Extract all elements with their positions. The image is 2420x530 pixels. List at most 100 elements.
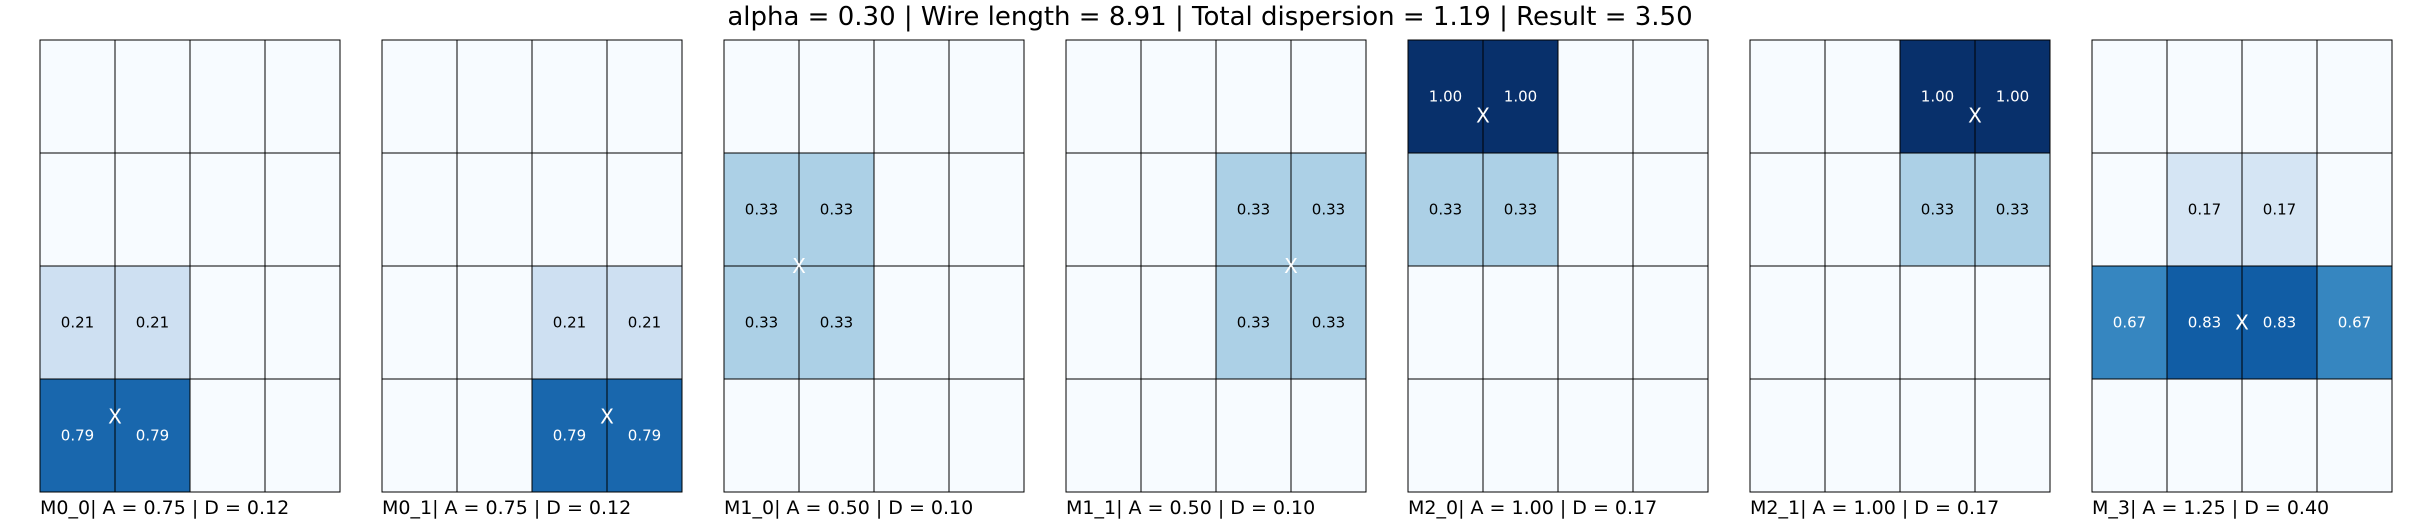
panel-label: M2_1| A = 1.00 | D = 0.17 xyxy=(1750,497,1999,519)
heatmap-cell xyxy=(1974,265,2051,380)
heatmap-cell xyxy=(2166,39,2243,154)
panel-label: M0_0| A = 0.75 | D = 0.12 xyxy=(40,497,289,519)
heatmap-cell xyxy=(381,152,458,267)
heatmap-cell xyxy=(531,378,608,493)
cell-value-label: 1.00 xyxy=(1996,88,2029,106)
heatmap-cell xyxy=(1407,39,1484,154)
heatmap-cell xyxy=(1899,378,1976,493)
center-marker: X xyxy=(1284,254,1298,278)
panel-label: M2_0| A = 1.00 | D = 0.17 xyxy=(1408,497,1657,519)
heatmap-cell xyxy=(948,39,1025,154)
center-marker: X xyxy=(2235,311,2249,335)
heatmap-cell xyxy=(2091,39,2168,154)
heatmap-cell xyxy=(456,378,533,493)
heatmap-cell xyxy=(39,39,116,154)
heatmap-panel: 1.00 1.00 0.33 0.33 X M2_0| A = 1.00 | D = 0.… xyxy=(1407,39,1709,519)
figure-title: alpha = 0.30 | Wire length = 8.91 | Tota… xyxy=(727,2,1693,32)
heatmap-cell xyxy=(1824,378,1901,493)
heatmap-cell xyxy=(1557,152,1634,267)
heatmap-cell xyxy=(1407,378,1484,493)
cell-value-label: 0.79 xyxy=(61,427,94,445)
heatmap-cell xyxy=(264,265,341,380)
heatmap-cell xyxy=(1974,378,2051,493)
heatmap-panel: 0.33 0.33 0.33 0.33 X M1_1| A = 0.50 | D = 0.… xyxy=(1065,39,1367,519)
heatmap-cell xyxy=(873,39,950,154)
heatmap-cell xyxy=(1065,378,1142,493)
panel-label: M0_1| A = 0.75 | D = 0.12 xyxy=(382,497,631,519)
heatmap-cell xyxy=(264,152,341,267)
heatmap-cell xyxy=(1749,378,1826,493)
heatmap-cell xyxy=(1065,39,1142,154)
heatmap-panel: 0.17 0.17 0.67 0.83 0.83 0.67 X M_3| A = 1.25 |… xyxy=(2091,39,2393,519)
heatmap-cell xyxy=(1407,265,1484,380)
heatmap-cell xyxy=(1899,152,1976,267)
heatmap-cell xyxy=(798,152,875,267)
cell-value-label: 0.33 xyxy=(820,201,853,219)
cell-value-label: 0.67 xyxy=(2338,314,2371,332)
heatmap-cell xyxy=(2316,152,2393,267)
heatmap-cell xyxy=(1290,265,1367,380)
panel-label: M1_0| A = 0.50 | D = 0.10 xyxy=(724,497,973,519)
heatmap-cell xyxy=(531,39,608,154)
heatmap-cell xyxy=(606,39,683,154)
cell-value-label: 0.33 xyxy=(1504,201,1537,219)
heatmap-cell xyxy=(873,265,950,380)
heatmap-cell xyxy=(948,378,1025,493)
heatmap-cell xyxy=(1215,265,1292,380)
cell-value-label: 0.33 xyxy=(745,314,778,332)
cell-value-label: 0.33 xyxy=(1921,201,1954,219)
cell-value-label: 0.83 xyxy=(2263,314,2296,332)
heatmap-cell xyxy=(2091,152,2168,267)
heatmap-cell xyxy=(264,39,341,154)
cell-value-label: 0.33 xyxy=(1312,201,1345,219)
heatmap-cell xyxy=(1749,152,1826,267)
heatmap-panel: 1.00 1.00 0.33 0.33 X M2_1| A = 1.00 | D = 0.… xyxy=(1749,39,2051,519)
heatmap-cell xyxy=(1065,265,1142,380)
heatmap-cell xyxy=(1290,39,1367,154)
heatmap-cell xyxy=(1215,378,1292,493)
heatmap-cell xyxy=(1974,152,2051,267)
heatmap-cell xyxy=(1140,39,1217,154)
heatmap-cell xyxy=(723,265,800,380)
panel-frame xyxy=(381,39,683,493)
heatmap-cell xyxy=(114,39,191,154)
heatmap-cell xyxy=(1215,152,1292,267)
heatmap-cell xyxy=(189,39,266,154)
heatmap-cell xyxy=(1557,265,1634,380)
cell-value-label: 0.33 xyxy=(820,314,853,332)
heatmap-cell xyxy=(2091,378,2168,493)
center-marker: X xyxy=(1968,104,1982,128)
heatmap-cell xyxy=(1824,265,1901,380)
heatmap-panel: 0.33 0.33 0.33 0.33 X M1_0| A = 0.50 | D = 0.… xyxy=(723,39,1025,519)
heatmap-cell xyxy=(1290,378,1367,493)
heatmap-cell xyxy=(2316,378,2393,493)
cell-value-label: 0.33 xyxy=(745,201,778,219)
heatmap-cell xyxy=(189,265,266,380)
cell-value-label: 0.33 xyxy=(1996,201,2029,219)
heatmap-cell xyxy=(456,152,533,267)
cell-value-label: 0.33 xyxy=(1237,314,1270,332)
heatmap-cell xyxy=(798,39,875,154)
heatmap-cell xyxy=(381,265,458,380)
cell-value-label: 0.67 xyxy=(2113,314,2146,332)
center-marker: X xyxy=(600,404,614,428)
cell-value-label: 0.33 xyxy=(1429,201,1462,219)
panel-frame xyxy=(2091,39,2393,493)
cell-value-label: 0.83 xyxy=(2188,314,2221,332)
heatmap-cell xyxy=(1632,265,1709,380)
heatmap-cell xyxy=(2241,378,2318,493)
center-marker: X xyxy=(1476,104,1490,128)
cell-value-label: 0.17 xyxy=(2263,201,2296,219)
heatmap-cell xyxy=(723,152,800,267)
panel-frame xyxy=(1065,39,1367,493)
heatmap-cell xyxy=(1140,265,1217,380)
heatmap-cell xyxy=(1749,39,1826,154)
panel-frame xyxy=(1407,39,1709,493)
heatmap-cell xyxy=(114,378,191,493)
heatmap-cell xyxy=(114,152,191,267)
heatmap-cell xyxy=(456,39,533,154)
heatmap-cell xyxy=(114,265,191,380)
heatmap-cell xyxy=(264,378,341,493)
heatmap-cell xyxy=(189,378,266,493)
